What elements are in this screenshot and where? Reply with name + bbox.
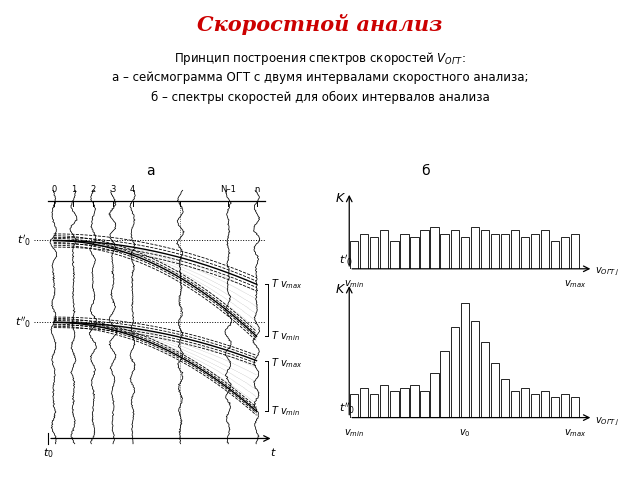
Text: $t'_0$: $t'_0$ (339, 253, 353, 268)
Bar (410, 384, 419, 418)
Bar (500, 234, 509, 269)
Bar (561, 394, 569, 418)
Bar (380, 384, 388, 418)
Text: $v_{min}$: $v_{min}$ (344, 278, 364, 290)
Bar (531, 394, 539, 418)
Bar (551, 240, 559, 269)
Text: $T\ v_{min}$: $T\ v_{min}$ (271, 404, 300, 418)
Text: $v_{max}$: $v_{max}$ (564, 427, 586, 439)
Text: $T\ v_{max}$: $T\ v_{max}$ (271, 356, 302, 370)
Text: $t'_0$: $t'_0$ (17, 233, 31, 248)
Text: 4: 4 (130, 185, 135, 194)
Bar (470, 227, 479, 269)
Bar (541, 391, 549, 418)
Text: 3: 3 (110, 185, 116, 194)
Bar (511, 230, 519, 269)
Bar (370, 237, 378, 269)
Text: $K$: $K$ (335, 283, 346, 296)
Bar (431, 227, 438, 269)
Bar (571, 234, 579, 269)
Text: $K$: $K$ (335, 192, 346, 205)
Text: $v_0$: $v_0$ (459, 427, 470, 439)
Text: $v_{ОГТ\,j}$: $v_{ОГТ\,j}$ (595, 415, 620, 428)
Bar (461, 237, 469, 269)
Bar (451, 230, 459, 269)
Bar (491, 234, 499, 269)
Bar (531, 234, 539, 269)
Text: $v_{ОГТ\,j}$: $v_{ОГТ\,j}$ (595, 265, 620, 278)
Text: $T\ v_{min}$: $T\ v_{min}$ (271, 329, 300, 343)
Text: $t_0$: $t_0$ (43, 446, 54, 460)
Bar (410, 237, 419, 269)
Bar (401, 387, 408, 418)
Bar (521, 237, 529, 269)
Bar (420, 230, 429, 269)
Text: б: б (421, 164, 430, 178)
Bar (500, 379, 509, 418)
Bar (440, 351, 449, 418)
Bar (491, 363, 499, 418)
Bar (350, 240, 358, 269)
Bar (401, 234, 408, 269)
Text: $t$: $t$ (270, 446, 276, 458)
Text: 2: 2 (90, 185, 96, 194)
Bar (561, 237, 569, 269)
Text: а: а (146, 164, 155, 178)
Bar (470, 322, 479, 418)
Bar (440, 234, 449, 269)
Bar (431, 372, 438, 418)
Bar (350, 394, 358, 418)
Bar (481, 230, 489, 269)
Bar (521, 387, 529, 418)
Bar (390, 391, 399, 418)
Bar (451, 327, 459, 418)
Bar (360, 234, 369, 269)
Bar (481, 342, 489, 418)
Text: $t''_0$: $t''_0$ (15, 315, 31, 330)
Bar (390, 240, 399, 269)
Text: $t''_0$: $t''_0$ (339, 401, 355, 416)
Text: $T\ v_{max}$: $T\ v_{max}$ (271, 277, 302, 291)
Bar (370, 394, 378, 418)
Text: 0: 0 (51, 185, 56, 194)
Bar (551, 396, 559, 418)
Bar (420, 391, 429, 418)
Text: Скоростной анализ: Скоростной анализ (197, 14, 443, 36)
Bar (360, 387, 369, 418)
Text: $v_{min}$: $v_{min}$ (344, 427, 364, 439)
Bar (380, 230, 388, 269)
Bar (541, 230, 549, 269)
Text: а – сейсмограмма ОГТ с двумя интервалами скоростного анализа;: а – сейсмограмма ОГТ с двумя интервалами… (112, 71, 528, 84)
Text: б – спектры скоростей для обоих интервалов анализа: б – спектры скоростей для обоих интервал… (150, 91, 490, 104)
Bar (511, 391, 519, 418)
Text: $v_{max}$: $v_{max}$ (564, 278, 586, 290)
Bar (461, 303, 469, 418)
Text: 1: 1 (71, 185, 76, 194)
Text: Принцип построения спектров скоростей $V_{ОГТ}$:: Принцип построения спектров скоростей $V… (174, 50, 466, 67)
Text: N–1: N–1 (220, 185, 236, 194)
Bar (571, 396, 579, 418)
Text: n: n (254, 185, 259, 194)
